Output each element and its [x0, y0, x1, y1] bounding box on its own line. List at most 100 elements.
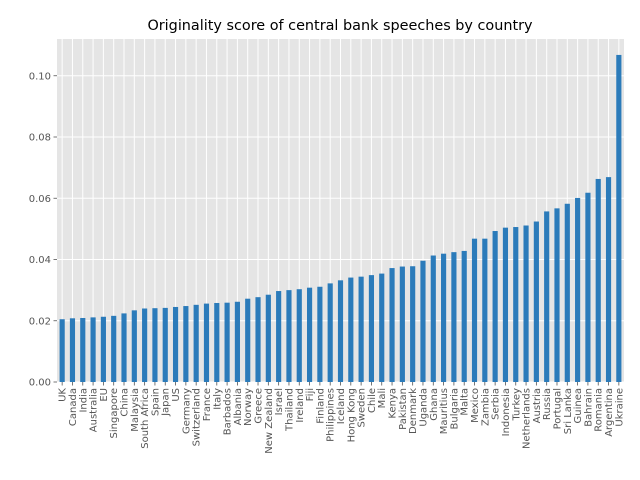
- y-tick-label: 0.10: [29, 71, 51, 82]
- bar-eu: [100, 316, 106, 382]
- bar-india: [80, 317, 86, 382]
- bar-fiji: [306, 287, 313, 382]
- x-tick-label: Finland: [315, 388, 326, 424]
- x-tick-label: Germany: [181, 388, 192, 434]
- x-tick-label: Argentina: [604, 388, 615, 437]
- x-axis-ticks: UK Canada India Australia EU Singapore China Ma…: [58, 382, 625, 454]
- x-tick-label: Barbados: [223, 388, 234, 435]
- bar-china: [121, 313, 127, 382]
- x-tick-label: Serbia: [491, 388, 502, 420]
- x-tick-label: Thailand: [284, 388, 295, 432]
- bar-us: [172, 306, 179, 382]
- bar-canada: [69, 318, 76, 382]
- bar-malaysia: [131, 310, 137, 382]
- x-tick-label: EU: [99, 388, 110, 402]
- bar-romania: [595, 178, 601, 382]
- bar-france: [203, 303, 210, 382]
- bar-sweden: [358, 276, 364, 382]
- x-tick-label: Malta: [460, 388, 471, 416]
- x-tick-label: Romania: [594, 388, 605, 432]
- bar-norway: [245, 298, 251, 382]
- bar-uk: [59, 319, 65, 382]
- x-tick-label: Austria: [532, 388, 543, 423]
- bar-denmark: [410, 266, 416, 382]
- bar-hong-kong: [348, 277, 354, 382]
- chart-title: Originality score of central bank speech…: [147, 18, 533, 34]
- x-tick-label: Japan: [161, 388, 172, 417]
- bar-australia: [90, 317, 96, 382]
- x-tick-label: Albania: [233, 388, 244, 425]
- x-tick-label: UK: [58, 388, 69, 402]
- x-tick-label: Spain: [150, 388, 161, 416]
- bar-netherlands: [523, 225, 529, 382]
- y-tick-label: 0.08: [29, 133, 51, 144]
- bar-barbados: [224, 302, 230, 382]
- bar-bulgaria: [451, 252, 457, 382]
- x-tick-label: Netherlands: [522, 388, 533, 449]
- bars: [59, 54, 622, 383]
- x-tick-label: Zambia: [480, 388, 491, 426]
- bar-malta: [461, 250, 467, 382]
- bar-israel: [276, 291, 282, 382]
- bar-italy: [214, 302, 220, 382]
- x-tick-label: Greece: [254, 388, 265, 424]
- x-tick-label: Philippines: [326, 388, 337, 442]
- bar-kenya: [389, 268, 395, 382]
- x-tick-label: Ghana: [429, 388, 440, 421]
- x-tick-label: Israel: [274, 388, 285, 415]
- bar-albania: [234, 301, 240, 382]
- bar-mexico: [471, 238, 478, 382]
- x-tick-label: Malaysia: [130, 388, 141, 432]
- x-tick-label: Portugal: [552, 388, 563, 429]
- bar-bahrain: [585, 192, 591, 382]
- bar-guinea: [575, 197, 581, 382]
- bar-chile: [368, 275, 375, 382]
- bar-new-zealand: [265, 294, 271, 382]
- bar-south-africa: [142, 308, 148, 382]
- bar-japan: [162, 307, 168, 382]
- bar-philippines: [327, 283, 333, 382]
- bar-austria: [533, 221, 539, 382]
- bar-ireland: [296, 289, 302, 382]
- x-tick-label: Uganda: [418, 388, 429, 427]
- bar-ukraine: [616, 54, 622, 383]
- bar-mali: [379, 273, 385, 382]
- bar-mauritius: [441, 253, 447, 382]
- x-tick-label: Canada: [68, 388, 79, 426]
- x-tick-label: Bulgaria: [449, 388, 460, 429]
- x-tick-label: Mali: [377, 388, 388, 408]
- x-tick-label: South Africa: [140, 388, 151, 449]
- bar-turkey: [513, 227, 519, 382]
- x-tick-label: Switzerland: [192, 388, 203, 446]
- x-tick-label: Iceland: [336, 388, 347, 424]
- x-tick-label: Ireland: [295, 388, 306, 423]
- x-tick-label: Australia: [89, 388, 100, 432]
- bar-indonesia: [502, 227, 509, 382]
- y-tick-label: 0.06: [29, 194, 51, 205]
- y-tick-label: 0.00: [29, 378, 51, 389]
- x-tick-label: France: [202, 388, 213, 421]
- x-tick-label: Denmark: [408, 388, 419, 434]
- bar-pakistan: [399, 266, 405, 382]
- bar-argentina: [605, 177, 612, 382]
- x-tick-label: Fiji: [305, 388, 316, 401]
- x-tick-label: Indonesia: [501, 388, 512, 436]
- bar-singapore: [111, 315, 117, 382]
- x-tick-label: Italy: [212, 388, 223, 410]
- bar-finland: [317, 286, 323, 382]
- x-tick-label: Sweden: [357, 388, 368, 428]
- x-tick-label: Russia: [542, 388, 553, 420]
- x-tick-label: Chile: [367, 388, 378, 413]
- bar-switzerland: [193, 304, 199, 382]
- x-tick-label: Hong Kong: [346, 388, 357, 442]
- bar-serbia: [492, 231, 498, 382]
- x-tick-label: Kenya: [388, 388, 399, 419]
- x-tick-label: China: [120, 388, 131, 417]
- y-tick-label: 0.04: [29, 255, 51, 266]
- bar-portugal: [554, 208, 560, 382]
- x-tick-label: Guinea: [573, 388, 584, 423]
- bar-greece: [255, 297, 261, 382]
- x-tick-label: Mexico: [470, 388, 481, 423]
- bar-zambia: [482, 238, 488, 382]
